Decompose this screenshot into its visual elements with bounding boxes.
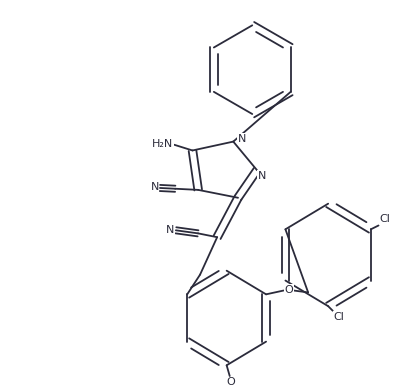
Text: Cl: Cl	[333, 312, 344, 322]
Text: O: O	[285, 285, 293, 295]
Text: N: N	[150, 182, 159, 192]
Text: N: N	[237, 133, 246, 144]
Text: H₂N: H₂N	[152, 139, 173, 149]
Text: N: N	[166, 225, 174, 234]
Text: O: O	[226, 377, 235, 387]
Text: N: N	[258, 171, 266, 181]
Text: Cl: Cl	[379, 214, 390, 224]
